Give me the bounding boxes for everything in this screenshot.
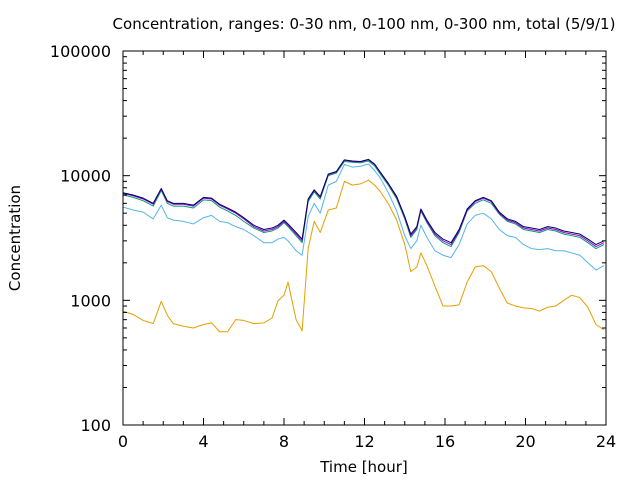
x-tick-label: 4: [198, 432, 208, 451]
x-tick-label: 12: [354, 432, 374, 451]
series-layer: [122, 158, 605, 333]
series-line-1: [122, 179, 605, 333]
series-line-5: [122, 158, 605, 246]
y-tick-label: 1000: [70, 291, 111, 310]
x-tick-label: 20: [515, 432, 535, 451]
x-tick-label: 16: [435, 432, 455, 451]
x-axis-ticks: 0 4 8 12 16 20 24: [118, 51, 616, 451]
y-axis-label: Concentration: [6, 185, 24, 291]
chart-title: Concentration, ranges: 0-30 nm, 0-100 nm…: [113, 15, 616, 33]
x-tick-label: 8: [279, 432, 289, 451]
series-line-2: [122, 163, 605, 271]
series-line-3: [122, 160, 605, 250]
x-tick-label: 24: [596, 432, 616, 451]
x-tick-label: 0: [118, 432, 128, 451]
y-tick-label: 10000: [60, 167, 111, 186]
x-axis-label: Time [hour]: [319, 458, 408, 476]
y-tick-label: 100000: [50, 42, 111, 61]
y-axis-ticks: 100 1000 10000 100000: [50, 42, 606, 435]
y-tick-label: 100: [80, 416, 111, 435]
